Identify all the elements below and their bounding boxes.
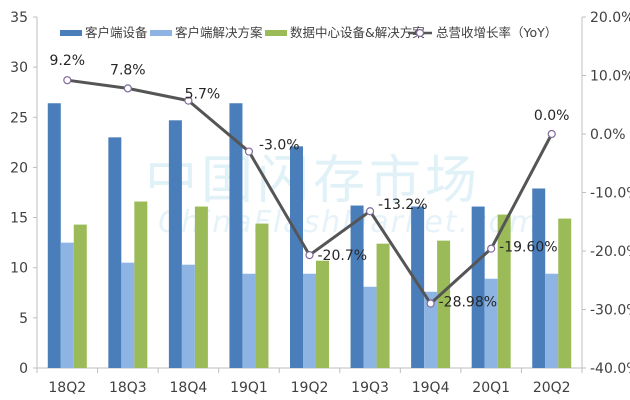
- bar: [363, 286, 377, 368]
- x-tick-label: 19Q1: [230, 380, 268, 396]
- y-tick-label: 30: [10, 60, 28, 76]
- bar: [60, 242, 74, 368]
- bar: [108, 137, 122, 368]
- bar: [229, 103, 243, 368]
- y2-tick-label: -10.0%: [590, 186, 630, 202]
- growth-point: [244, 147, 254, 156]
- growth-data-label: 5.7%: [185, 87, 221, 103]
- legend-marker: [415, 28, 425, 38]
- x-tick-label: 19Q4: [412, 380, 450, 396]
- growth-point: [184, 96, 193, 105]
- y-tick-label: 0: [19, 361, 28, 377]
- legend-label: 数据中心设备&解决方案: [290, 25, 425, 40]
- watermark-cn: 中国闪存市场: [145, 151, 481, 211]
- growth-line: 9.2% 7.8% 5.7% -3.0% -20.7% -13.2% -28.98% -19.…: [49, 53, 569, 310]
- bar: [376, 243, 390, 368]
- legend-label: 客户端设备: [85, 25, 148, 40]
- y-tick-label: 15: [10, 211, 28, 227]
- bar: [532, 188, 546, 368]
- axes: 0 5 10 15 20 25 30 35 -40.0% -30.0% -20.0% -10.0% 0.…: [10, 10, 630, 396]
- y-tick-label: 10: [10, 261, 28, 277]
- y2-tick-label: -40.0%: [590, 361, 630, 377]
- bar: [437, 240, 451, 368]
- legend-swatch: [60, 30, 82, 36]
- bar: [497, 214, 511, 368]
- growth-data-label: 0.0%: [534, 108, 570, 124]
- y-tick-label: 20: [10, 160, 28, 176]
- legend-swatch: [150, 30, 172, 36]
- y-tick-label: 25: [10, 110, 28, 126]
- growth-point: [305, 250, 314, 260]
- y2-tick-label: 0.0%: [590, 127, 626, 143]
- bar: [290, 146, 303, 368]
- growth-point: [426, 299, 435, 308]
- bars: [47, 103, 572, 369]
- y2-tick-label: 10.0%: [590, 69, 630, 85]
- bar: [242, 273, 256, 368]
- bar: [411, 206, 425, 368]
- x-tick-label: 20Q2: [533, 380, 571, 396]
- growth-data-label: 9.2%: [49, 53, 85, 69]
- x-tick-label: 20Q1: [472, 380, 510, 396]
- legend-swatch: [265, 30, 287, 36]
- bar: [303, 273, 316, 368]
- bar: [471, 206, 485, 368]
- x-tick-label: 18Q2: [48, 380, 86, 396]
- legend: 客户端设备 客户端解决方案 数据中心设备&解决方案 总营收增长率（YoY）: [60, 25, 557, 40]
- bar: [558, 218, 572, 368]
- growth-data-label: -19.60%: [499, 240, 557, 256]
- bar: [47, 103, 61, 368]
- bar: [134, 201, 148, 368]
- bar: [484, 278, 498, 368]
- bar: [350, 205, 364, 368]
- y-tick-label: 5: [19, 311, 28, 327]
- y2-tick-label: -30.0%: [590, 303, 630, 319]
- legend-label: 总营收增长率（YoY）: [436, 25, 557, 40]
- bar: [194, 206, 208, 368]
- bar: [73, 224, 87, 368]
- y-tick-label: 35: [10, 10, 28, 26]
- x-tick-label: 19Q3: [351, 380, 389, 396]
- growth-point: [487, 244, 496, 253]
- bar: [255, 223, 269, 368]
- growth-data-label: -13.2%: [378, 197, 428, 213]
- x-tick-label: 19Q2: [291, 380, 329, 396]
- bar: [168, 120, 182, 369]
- legend-label: 客户端解决方案: [175, 25, 263, 40]
- growth-data-label: 7.8%: [110, 62, 146, 78]
- x-tick-label: 18Q4: [170, 380, 208, 396]
- growth-data-label: -3.0%: [259, 138, 300, 154]
- growth-data-label: -28.98%: [439, 295, 497, 311]
- y2-tick-label: 20.0%: [590, 10, 630, 26]
- growth-point: [63, 76, 72, 85]
- bar: [424, 291, 438, 368]
- bar: [316, 260, 329, 368]
- growth-data-label: -20.7%: [318, 248, 368, 264]
- x-tick-label: 18Q3: [109, 380, 147, 396]
- growth-point: [365, 207, 375, 216]
- growth-point: [123, 84, 132, 93]
- y2-tick-label: -20.0%: [590, 244, 630, 260]
- bar: [121, 262, 135, 368]
- growth-point: [547, 129, 556, 139]
- bar: [545, 273, 559, 368]
- bar: [181, 264, 195, 368]
